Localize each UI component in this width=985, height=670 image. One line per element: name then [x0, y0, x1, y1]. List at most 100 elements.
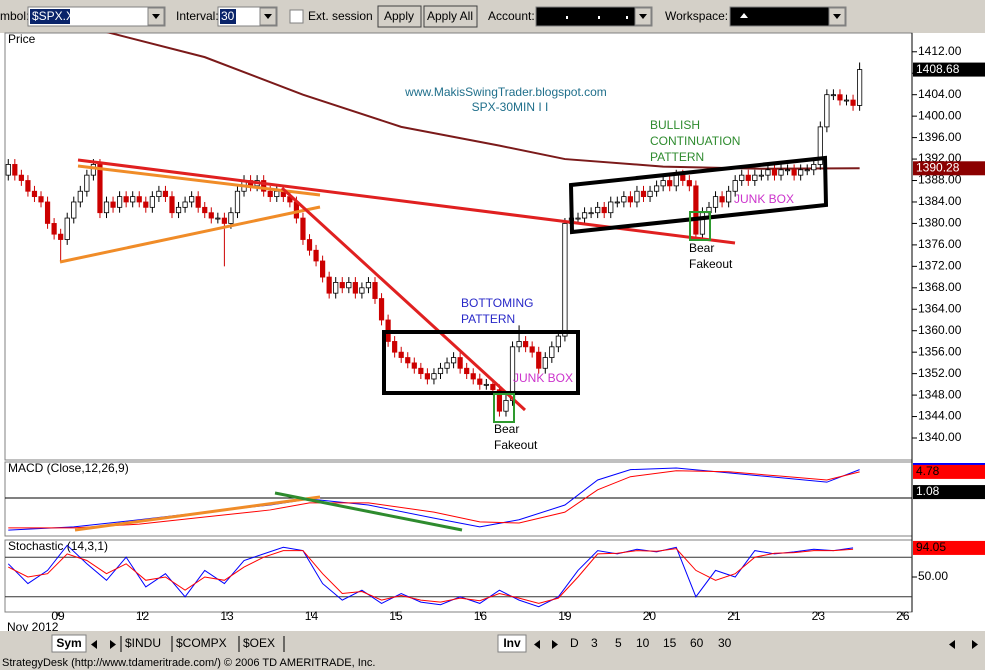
candle-body — [549, 346, 555, 358]
candle-body — [627, 196, 634, 203]
candle-body — [123, 196, 129, 203]
dropdown-arrow — [264, 14, 272, 19]
candle-body — [581, 212, 588, 219]
value-marker-label: 94.05 — [916, 540, 946, 554]
selection — [220, 9, 236, 24]
interval-label: Interval: — [176, 9, 219, 23]
candle-body — [339, 282, 345, 289]
x-tick-label: 12 — [136, 609, 150, 623]
tab[interactable] — [51, 634, 87, 653]
scroll-arrow[interactable] — [91, 640, 97, 649]
panel-title: Stochastic (14,3,1) — [8, 539, 108, 553]
candle-body — [18, 174, 24, 181]
junk-box — [382, 330, 580, 395]
candle-body — [182, 201, 188, 208]
value-marker — [913, 464, 985, 479]
annotation: Bear — [689, 241, 714, 255]
candle-body — [817, 126, 823, 165]
scroll-arrow[interactable] — [534, 640, 540, 649]
candle-body — [320, 260, 326, 278]
annotation: BULLISH — [650, 118, 700, 132]
candle-body — [189, 196, 195, 203]
candle-body — [5, 164, 11, 176]
tab-label[interactable]: 30 — [718, 636, 732, 650]
candle-body — [333, 282, 339, 294]
candle-body — [228, 212, 234, 224]
candle-body — [195, 196, 201, 208]
x-tick-label: 26 — [896, 609, 910, 623]
interval-value: 30 — [221, 9, 235, 23]
candle-body — [640, 190, 647, 198]
scroll-arrow[interactable] — [110, 640, 116, 649]
candle-body — [536, 351, 542, 369]
candle-body — [588, 212, 594, 215]
scroll-arrow[interactable] — [949, 640, 955, 649]
value-marker — [913, 161, 985, 176]
tab-label[interactable]: 10 — [636, 636, 650, 650]
candle-body — [830, 94, 837, 97]
candle-body — [575, 217, 581, 220]
candle-body — [202, 206, 208, 214]
candle-body — [12, 164, 18, 176]
value-marker — [913, 485, 985, 500]
scroll-arrow[interactable] — [972, 640, 978, 649]
candle-body — [359, 287, 365, 294]
candle-body — [686, 180, 692, 187]
fakeout-box — [689, 211, 711, 241]
candle-body — [143, 201, 149, 208]
candle-body — [811, 164, 817, 171]
x-tick-label: 21 — [727, 609, 741, 623]
candle-body — [719, 196, 725, 203]
candle-body — [352, 282, 358, 294]
tab-label[interactable]: $COMPX — [176, 636, 227, 650]
account-combo[interactable] — [535, 6, 653, 27]
y-tick-label: 1372.00 — [918, 259, 962, 273]
apply-all-text: Apply All — [427, 9, 473, 23]
checkbox[interactable] — [289, 9, 304, 24]
candle-body — [752, 174, 758, 181]
candle-body — [424, 373, 430, 380]
mask-dot — [566, 16, 568, 19]
x-tick-label: 15 — [389, 609, 403, 623]
tab-label[interactable]: $INDU — [125, 636, 161, 650]
apply-button[interactable] — [377, 5, 422, 28]
value-marker — [913, 540, 985, 555]
tab-label[interactable]: 5 — [615, 636, 622, 650]
candle-body — [156, 190, 162, 198]
tab-label[interactable]: 15 — [663, 636, 677, 650]
tab-label[interactable]: 3 — [591, 636, 598, 650]
tab[interactable] — [497, 634, 527, 653]
x-tick-label: 20 — [643, 609, 657, 623]
tab-label[interactable]: 60 — [690, 636, 704, 650]
y-tick-label: 1360.00 — [918, 323, 962, 337]
candle-body — [234, 190, 241, 214]
y-tick-label: 1356.00 — [918, 344, 962, 358]
apply-all-button[interactable] — [423, 5, 478, 28]
candle-body — [621, 196, 627, 203]
candle-body — [149, 196, 155, 208]
selection — [30, 9, 70, 24]
candle-body — [84, 174, 90, 192]
candle-body — [673, 174, 679, 187]
tab-label[interactable]: D — [570, 636, 579, 650]
x-tick-label: 09 — [51, 609, 65, 623]
junk-box — [568, 155, 829, 235]
tab-label[interactable]: $OEX — [243, 636, 275, 650]
value-marker-label: 1390.28 — [916, 160, 960, 174]
candle-body — [405, 357, 411, 364]
annotation: Bear — [494, 422, 519, 436]
candle-body — [136, 196, 142, 203]
drawings — [59, 155, 829, 532]
scroll-arrow[interactable] — [552, 640, 558, 649]
y-tick-label: 1400.00 — [918, 108, 962, 122]
candle-body — [699, 212, 706, 235]
candle-body — [215, 217, 221, 220]
tab-bar — [0, 631, 985, 654]
candle-body — [392, 341, 398, 353]
candle-body — [64, 217, 70, 240]
trend-line — [74, 495, 321, 532]
y-tick-label: 1340.00 — [918, 430, 962, 444]
y-tick-label: 1404.00 — [918, 87, 962, 101]
workspace-combo[interactable] — [729, 6, 847, 27]
